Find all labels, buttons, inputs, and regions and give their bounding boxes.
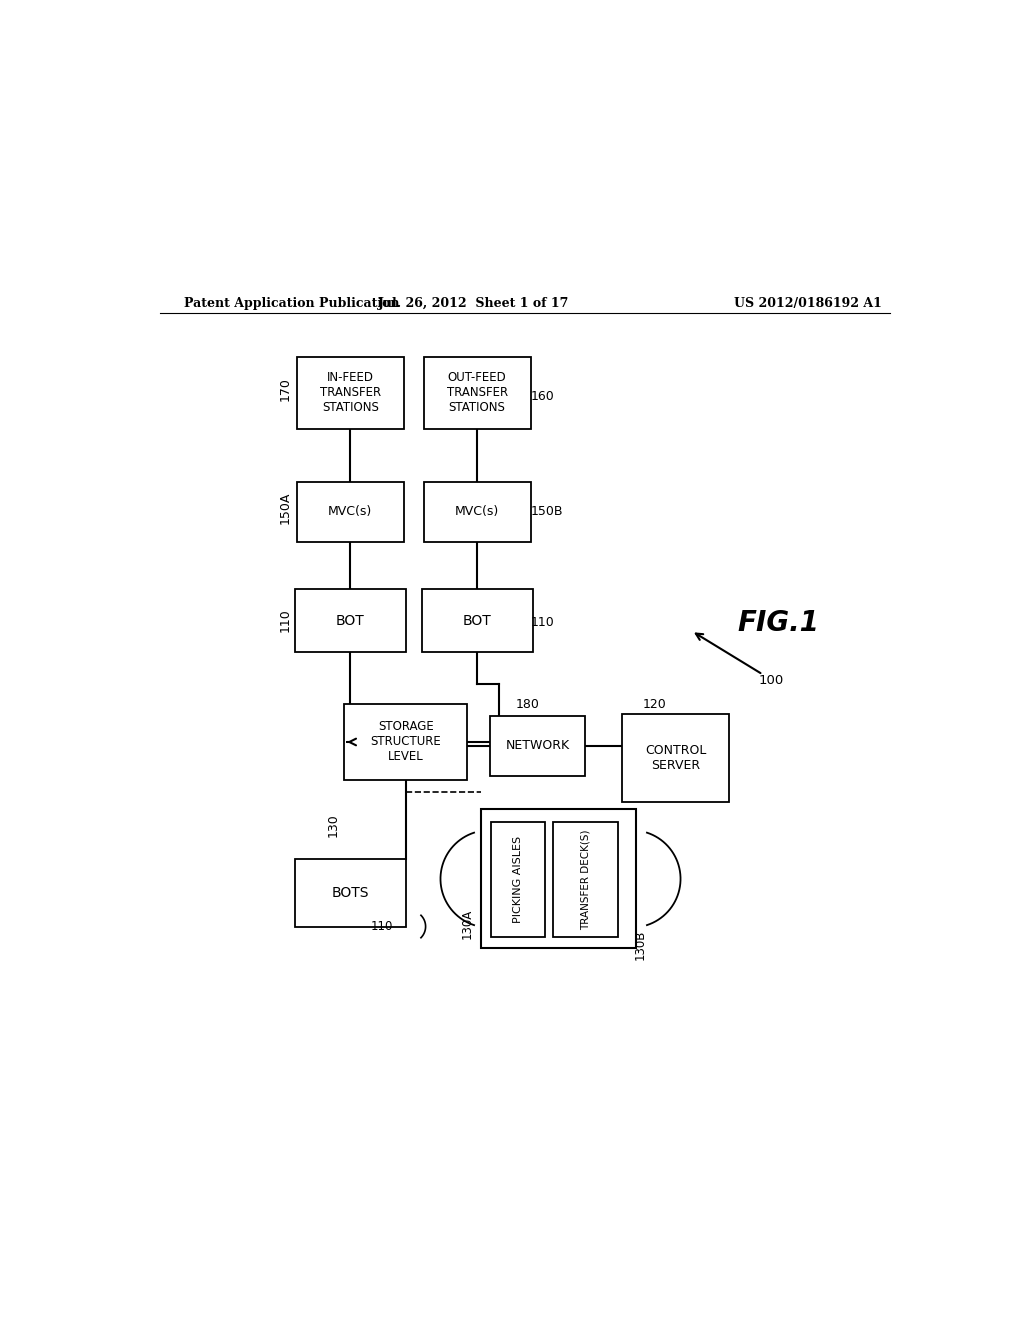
Text: OUT-FEED
TRANSFER
STATIONS: OUT-FEED TRANSFER STATIONS	[446, 371, 508, 414]
FancyBboxPatch shape	[297, 482, 403, 541]
Text: 120: 120	[642, 698, 666, 711]
FancyBboxPatch shape	[424, 482, 530, 541]
Text: 170: 170	[279, 378, 292, 401]
Text: Jul. 26, 2012  Sheet 1 of 17: Jul. 26, 2012 Sheet 1 of 17	[378, 297, 569, 310]
Text: IN-FEED
TRANSFER
STATIONS: IN-FEED TRANSFER STATIONS	[319, 371, 381, 414]
FancyBboxPatch shape	[553, 822, 617, 937]
Text: 130A: 130A	[461, 908, 474, 939]
FancyBboxPatch shape	[295, 859, 406, 927]
Text: 150A: 150A	[279, 491, 292, 524]
FancyBboxPatch shape	[492, 822, 546, 937]
Text: BOT: BOT	[336, 614, 365, 627]
Text: NETWORK: NETWORK	[506, 739, 569, 752]
FancyBboxPatch shape	[422, 589, 532, 652]
Text: STORAGE
STRUCTURE
LEVEL: STORAGE STRUCTURE LEVEL	[371, 721, 441, 763]
Text: FIG.1: FIG.1	[738, 609, 819, 638]
Text: 130B: 130B	[634, 931, 646, 961]
Text: 110: 110	[279, 609, 292, 632]
Text: BOT: BOT	[463, 614, 492, 627]
Text: US 2012/0186192 A1: US 2012/0186192 A1	[734, 297, 882, 310]
Text: TRANSFER DECK(S): TRANSFER DECK(S)	[581, 829, 590, 929]
Text: CONTROL
SERVER: CONTROL SERVER	[645, 744, 707, 772]
Text: MVC(s): MVC(s)	[455, 506, 500, 519]
Text: BOTS: BOTS	[332, 886, 369, 900]
FancyBboxPatch shape	[489, 717, 585, 776]
Text: 100: 100	[758, 675, 783, 688]
FancyBboxPatch shape	[622, 714, 729, 801]
Text: MVC(s): MVC(s)	[328, 506, 373, 519]
Text: Patent Application Publication: Patent Application Publication	[183, 297, 399, 310]
Text: 130: 130	[327, 813, 339, 837]
Text: 110: 110	[371, 920, 393, 933]
Text: 180: 180	[515, 698, 540, 711]
FancyBboxPatch shape	[424, 358, 530, 429]
Text: 150B: 150B	[531, 506, 563, 519]
FancyBboxPatch shape	[295, 589, 406, 652]
Text: 110: 110	[531, 616, 555, 630]
FancyBboxPatch shape	[297, 358, 403, 429]
FancyBboxPatch shape	[344, 705, 467, 780]
Text: 160: 160	[531, 391, 555, 404]
Text: PICKING AISLES: PICKING AISLES	[513, 836, 523, 923]
